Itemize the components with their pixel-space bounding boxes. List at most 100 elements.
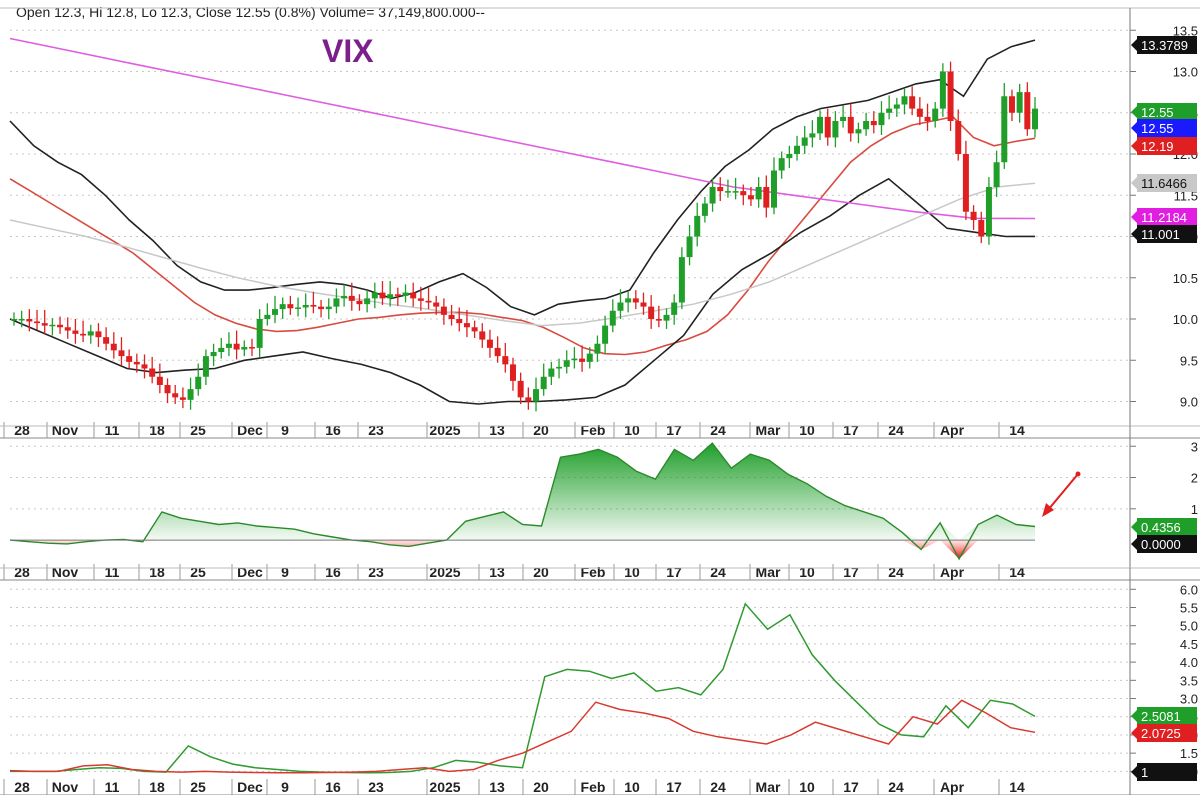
candle (763, 175, 770, 218)
candle (248, 338, 255, 357)
series-line-upper-band (9, 39, 1036, 316)
candle (548, 361, 555, 385)
candle (632, 290, 639, 310)
x-tick-label: 25 (190, 422, 206, 438)
svg-text:12.19: 12.19 (1141, 139, 1174, 154)
x-tick-label: 2025 (429, 422, 460, 438)
candle (141, 354, 148, 379)
candle (602, 315, 609, 354)
price-label: 12.55 (1131, 103, 1197, 121)
candle (1001, 83, 1008, 169)
x-tick-label: Nov (52, 564, 79, 580)
price-label: 12.55 (1131, 119, 1197, 137)
candle (164, 378, 171, 404)
price-label: 11.001 (1131, 225, 1197, 243)
candle (732, 177, 739, 200)
candle (678, 247, 685, 310)
svg-text:0.4356: 0.4356 (1141, 520, 1181, 535)
candle (540, 363, 547, 396)
x-tick-label: 11 (105, 564, 120, 580)
candle (225, 332, 232, 357)
x-tick-label: 20 (533, 779, 549, 795)
y-tick-label: 10.0 (1173, 312, 1198, 327)
x-tick-label: 17 (666, 422, 682, 438)
annotations (1042, 471, 1081, 517)
x-tick-label: Feb (581, 422, 606, 438)
y-tick-label: 1 (1191, 502, 1198, 517)
x-tick-label: 17 (843, 779, 859, 795)
x-tick-label: 24 (710, 422, 726, 438)
x-tick-label: 13 (489, 564, 505, 580)
x-tick-label: 9 (281, 564, 289, 580)
candle (855, 122, 862, 144)
svg-text:12.55: 12.55 (1141, 121, 1174, 136)
candle (870, 111, 877, 134)
candle (663, 308, 670, 329)
candle (356, 294, 363, 311)
candle (172, 385, 179, 404)
x-tick-label: 10 (799, 422, 815, 438)
x-tick-label: 17 (666, 779, 682, 795)
y-tick-label: 9.0 (1180, 395, 1198, 410)
x-tick-label: 24 (710, 779, 726, 795)
candle (402, 284, 409, 303)
candle (686, 224, 693, 266)
x-tick-label: 9 (281, 422, 289, 438)
x-tick-label: 13 (489, 422, 505, 438)
candle (517, 372, 524, 404)
candle (433, 295, 440, 315)
candle (287, 295, 294, 315)
candle (179, 387, 186, 409)
x-tick-label: 20 (533, 564, 549, 580)
positive-area (10, 443, 1035, 541)
candle (41, 309, 48, 334)
annotation-arrow (1042, 471, 1081, 517)
candle (886, 95, 893, 120)
candle (456, 307, 463, 332)
svg-text:11.001: 11.001 (1141, 227, 1180, 242)
price-panel: 28 Nov 11 18 25 Dec 9 16 23 2025 13 20 Feb 10 17 24 Mar 1… (0, 7, 1200, 439)
x-tick-label: 2025 (429, 779, 460, 795)
candle (440, 298, 447, 325)
candle (11, 312, 17, 326)
candle (302, 293, 309, 318)
candle (985, 177, 992, 245)
price-label: 2.5081 (1131, 707, 1197, 725)
candle (256, 309, 263, 358)
x-tick-label: 16 (325, 779, 341, 795)
candle (379, 281, 386, 305)
candle (609, 299, 616, 333)
x-tick-label: 28 (14, 779, 30, 795)
x-tick-label: 17 (666, 564, 682, 580)
x-tick-label: 18 (149, 422, 165, 438)
x-tick-label: Feb (581, 779, 606, 795)
price-label: 0.0000 (1131, 535, 1197, 553)
candle (64, 317, 71, 339)
price-label: 12.19 (1131, 137, 1197, 155)
candle (955, 109, 962, 161)
x-tick-label: Dec (237, 422, 263, 438)
x-tick-label: Apr (940, 564, 965, 580)
candle (448, 304, 455, 326)
svg-text:12.55: 12.55 (1141, 105, 1174, 120)
y-tick-label: 2 (1191, 471, 1198, 486)
candle (778, 151, 785, 179)
x-tick-label: 10 (799, 564, 815, 580)
candle (617, 289, 624, 319)
candle (717, 177, 724, 202)
x-tick-label: 17 (843, 564, 859, 580)
y-tick-label: 3.5 (1180, 673, 1198, 688)
svg-text:0.0000: 0.0000 (1141, 537, 1181, 552)
price-label: 11.6466 (1131, 174, 1197, 192)
y-tick-label: 4.5 (1180, 637, 1198, 652)
candle (202, 349, 209, 385)
candle (394, 287, 401, 306)
candle (279, 297, 286, 319)
candle (563, 350, 570, 374)
candle (1024, 82, 1031, 136)
x-tick-label: 14 (1009, 564, 1025, 580)
series-line-slow-ma (9, 182, 1036, 327)
candle (110, 332, 117, 359)
y-tick-label: 9.5 (1180, 353, 1198, 368)
